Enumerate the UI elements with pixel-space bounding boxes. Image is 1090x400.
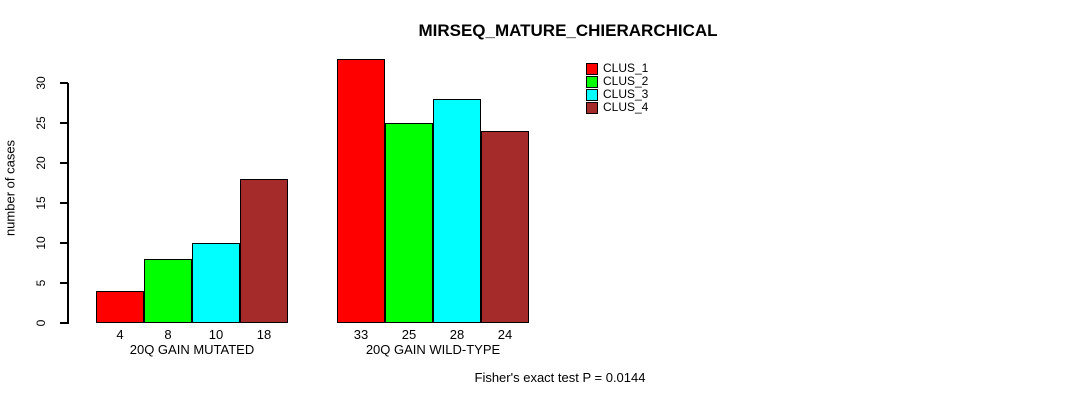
bar-value-label: 33 bbox=[353, 327, 369, 342]
legend-item-clus_2: CLUS_2 bbox=[586, 75, 648, 88]
y-axis-tick-label: 20 bbox=[34, 156, 48, 170]
bar-clus_2-group1 bbox=[144, 259, 192, 323]
bar-value-label: 18 bbox=[256, 327, 272, 342]
bar-value-label: 10 bbox=[208, 327, 224, 342]
y-axis-label: number of cases bbox=[2, 139, 18, 237]
fisher-test-annotation: Fisher's exact test P = 0.0144 bbox=[474, 370, 646, 385]
y-axis-tick-label: 0 bbox=[34, 319, 48, 327]
legend-swatch bbox=[586, 88, 598, 101]
bar-clus_1-group2 bbox=[337, 59, 385, 323]
y-axis-tick bbox=[60, 242, 68, 244]
y-axis-tick bbox=[60, 82, 68, 84]
bar-clus_3-group1 bbox=[192, 243, 240, 323]
chart-title: MIRSEQ_MATURE_CHIERARCHICAL bbox=[418, 21, 718, 40]
bar-value-label: 25 bbox=[401, 327, 417, 342]
x-category-label-wild-type: 20Q GAIN WILD-TYPE bbox=[365, 342, 501, 357]
bar-clus_4-group1 bbox=[240, 179, 288, 323]
bar-clus_1-group1 bbox=[96, 291, 144, 323]
x-category-label-mutated: 20Q GAIN MUTATED bbox=[129, 342, 255, 357]
y-axis-tick-label: 15 bbox=[34, 196, 48, 210]
legend: CLUS_1 CLUS_2 CLUS_3 CLUS_4 bbox=[586, 62, 648, 114]
bar-value-label: 4 bbox=[116, 327, 124, 342]
y-axis-tick bbox=[60, 322, 68, 324]
legend-item-clus_1: CLUS_1 bbox=[586, 62, 648, 75]
bar-clus_2-group2 bbox=[385, 123, 433, 323]
y-axis-line bbox=[67, 83, 69, 324]
y-axis-tick bbox=[60, 202, 68, 204]
bar-clus_3-group2 bbox=[433, 99, 481, 323]
legend-label: CLUS_4 bbox=[603, 100, 649, 114]
legend-item-clus_3: CLUS_3 bbox=[586, 88, 648, 101]
legend-swatch bbox=[586, 62, 598, 75]
y-axis-tick-label: 25 bbox=[34, 116, 48, 130]
legend-swatch bbox=[586, 101, 598, 114]
bar-clus_4-group2 bbox=[481, 131, 529, 323]
legend-label: CLUS_1 bbox=[603, 61, 649, 75]
legend-label: CLUS_3 bbox=[603, 87, 649, 101]
legend-swatch bbox=[586, 75, 598, 88]
bar-value-label: 28 bbox=[449, 327, 465, 342]
y-axis-tick bbox=[60, 282, 68, 284]
bar-value-label: 24 bbox=[497, 327, 513, 342]
legend-item-clus_4: CLUS_4 bbox=[586, 101, 648, 114]
y-axis-tick-label: 10 bbox=[34, 236, 48, 250]
y-axis-tick bbox=[60, 122, 68, 124]
legend-label: CLUS_2 bbox=[603, 74, 649, 88]
bar-value-label: 8 bbox=[164, 327, 172, 342]
y-axis-tick-label: 5 bbox=[34, 279, 48, 287]
y-axis-tick bbox=[60, 162, 68, 164]
y-axis-tick-label: 30 bbox=[34, 76, 48, 90]
